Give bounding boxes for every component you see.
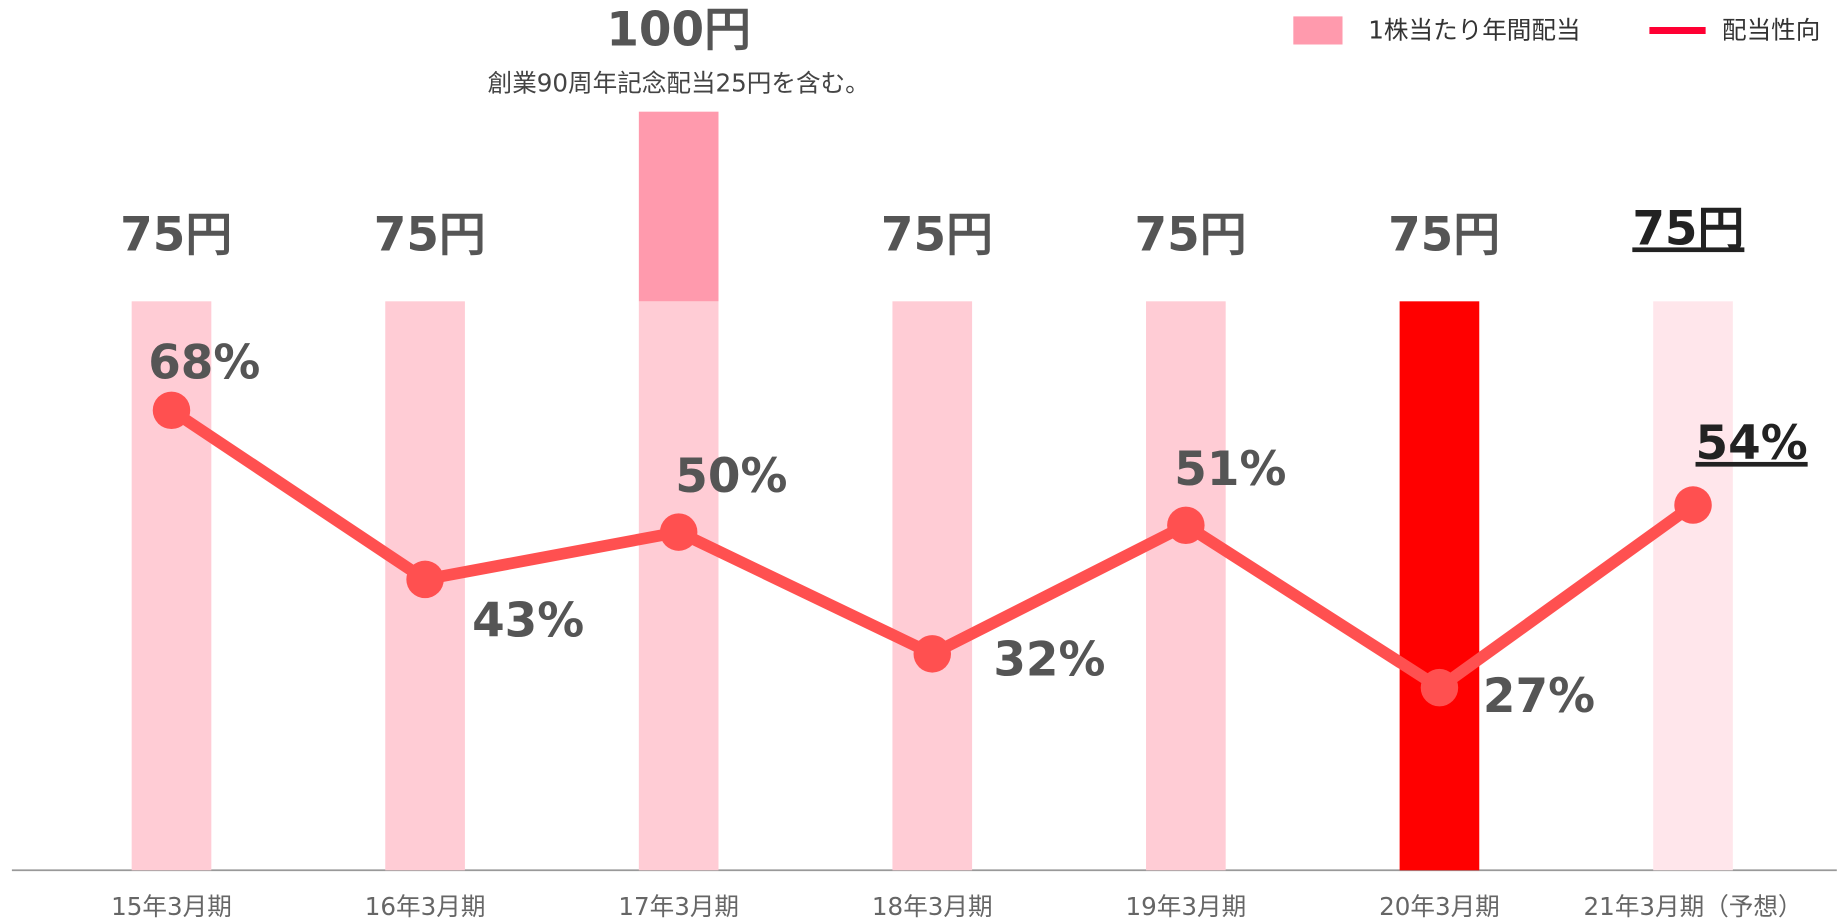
line-point <box>1167 506 1205 545</box>
line-value-label: 32% <box>993 634 1105 688</box>
line-point <box>659 513 698 551</box>
bar-value-label: 75円 <box>374 208 486 262</box>
bar <box>1653 301 1733 871</box>
legend-swatch <box>1293 16 1343 45</box>
bar <box>892 301 973 871</box>
line-value-label: 68% <box>148 336 260 390</box>
line-point <box>152 391 191 430</box>
bar <box>1146 301 1226 871</box>
bar-value-label: 75円 <box>881 208 993 262</box>
line-point <box>406 560 444 599</box>
bar-value-label: 75円 <box>1388 208 1500 262</box>
line-value-label: 27% <box>1483 670 1595 724</box>
x-tick-label: 16年3月期 <box>365 892 486 921</box>
line-value-label: 54% <box>1696 417 1808 471</box>
bar-value-label: 75円 <box>120 208 232 262</box>
bar <box>638 301 719 871</box>
x-tick-label: 20年3月期 <box>1379 892 1500 921</box>
bar-value-label: 75円 <box>1632 202 1744 256</box>
line-point <box>1674 486 1712 524</box>
line-point <box>1420 668 1459 707</box>
x-tick-label: 21年3月期（予想） <box>1584 892 1803 921</box>
bar <box>1399 301 1480 871</box>
x-tick-label: 18年3月期 <box>872 892 993 921</box>
x-tick-label: 17年3月期 <box>618 892 739 921</box>
annotation: 創業90周年記念配当25円を含む。 <box>488 68 870 97</box>
legend-label: 1株当たり年間配当 <box>1368 16 1580 45</box>
x-tick-label: 15年3月期 <box>111 892 232 921</box>
line-value-label: 51% <box>1174 443 1286 497</box>
bar-value-label: 100円 <box>606 3 751 57</box>
bar-segment <box>638 111 719 302</box>
x-tick-label: 19年3月期 <box>1126 892 1247 921</box>
bar-value-label: 75円 <box>1135 208 1247 262</box>
line-point <box>913 635 952 673</box>
line-value-label: 50% <box>675 450 787 504</box>
legend-label: 配当性向 <box>1722 16 1820 45</box>
line-value-label: 43% <box>472 594 584 648</box>
